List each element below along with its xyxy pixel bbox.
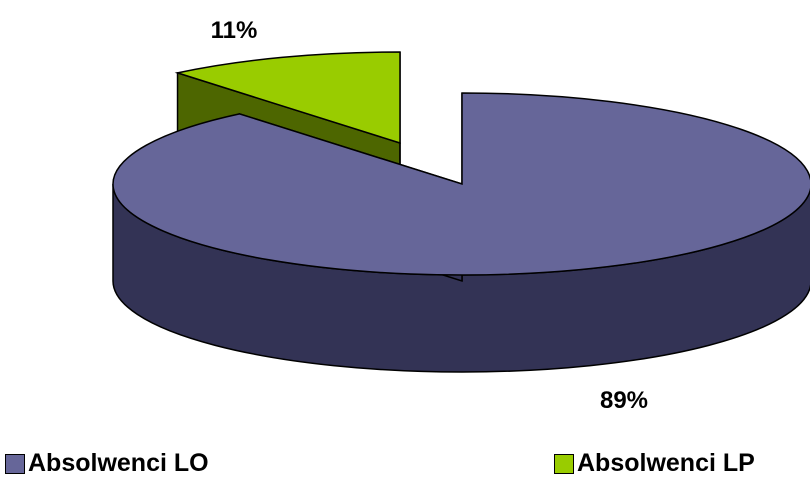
legend-label-lo: Absolwenci LO <box>28 449 209 477</box>
slice-label-lo: 89% <box>600 387 648 414</box>
pie-slice-lp <box>174 51 401 145</box>
legend-label-lp: Absolwenci LP <box>577 449 755 477</box>
slice-label-lp: 11% <box>211 17 258 44</box>
legend-item-lo: Absolwenci LO <box>5 449 209 478</box>
legend-swatch-lp <box>554 453 574 474</box>
legend-item-lp: Absolwenci LP <box>554 449 755 478</box>
pie-slice-lo <box>112 92 810 276</box>
legend-swatch-lo <box>5 453 25 474</box>
